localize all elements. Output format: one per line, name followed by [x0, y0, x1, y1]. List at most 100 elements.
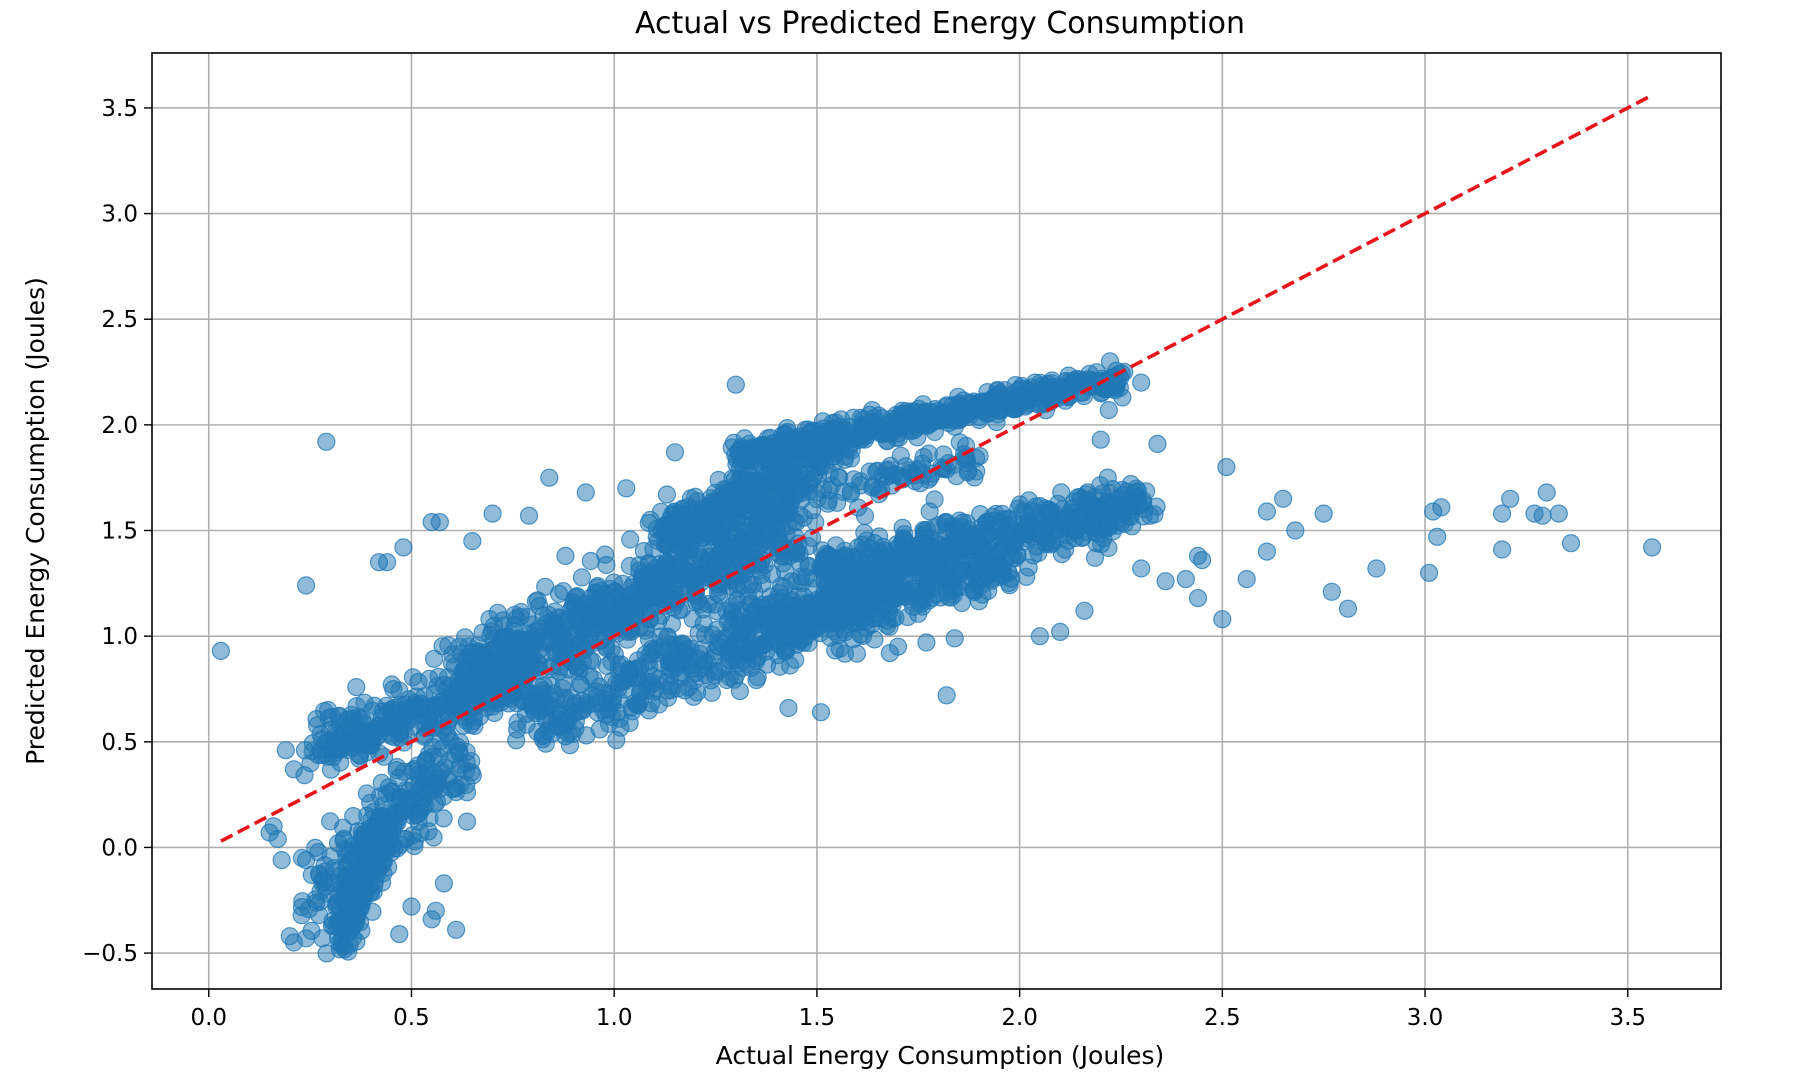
data-point	[737, 624, 757, 643]
y-axis-label: Predicted Energy Consumption (Joules)	[21, 277, 50, 765]
data-point	[965, 581, 984, 600]
data-point	[1099, 401, 1118, 420]
data-point	[447, 920, 466, 939]
data-point	[268, 829, 287, 849]
data-point	[762, 565, 782, 584]
data-point	[801, 434, 820, 453]
data-point	[1257, 502, 1277, 521]
data-point	[609, 679, 628, 698]
data-point	[1010, 495, 1030, 514]
data-point	[1419, 563, 1439, 582]
data-point	[353, 709, 372, 729]
data-point	[789, 603, 808, 622]
data-point	[710, 495, 729, 514]
data-point	[887, 556, 906, 575]
data-point	[936, 513, 955, 532]
data-point	[366, 723, 385, 742]
data-point	[1533, 506, 1552, 525]
data-point	[516, 659, 536, 678]
data-point	[425, 649, 444, 668]
data-point	[1273, 489, 1293, 508]
data-point	[323, 707, 342, 726]
data-point	[540, 468, 559, 487]
data-point	[1217, 458, 1236, 477]
data-point	[818, 590, 837, 609]
data-point	[284, 760, 303, 779]
data-point	[1176, 569, 1195, 589]
data-point	[597, 555, 616, 575]
data-point	[786, 650, 805, 669]
data-point	[819, 546, 838, 565]
data-point	[402, 897, 421, 916]
x-tick-label: 0.5	[393, 1005, 430, 1031]
data-point	[795, 479, 814, 499]
data-point	[702, 683, 722, 702]
data-point	[390, 924, 409, 944]
data-point	[1107, 375, 1127, 394]
data-point	[888, 637, 908, 656]
data-point	[757, 655, 777, 674]
data-point	[947, 467, 966, 486]
data-point	[312, 730, 332, 749]
data-point	[950, 433, 969, 452]
data-point	[878, 460, 898, 479]
data-point	[1314, 504, 1333, 523]
data-point	[1257, 542, 1277, 561]
data-point	[886, 608, 905, 627]
data-point	[377, 784, 396, 803]
data-point	[718, 643, 738, 662]
y-tick-label: 3.5	[101, 96, 138, 122]
data-point	[451, 733, 470, 752]
data-point	[1156, 572, 1175, 591]
data-point	[787, 635, 807, 654]
data-point	[1537, 483, 1556, 502]
data-point	[953, 513, 973, 532]
data-point	[511, 602, 531, 622]
data-point	[757, 610, 776, 629]
data-point	[624, 598, 644, 617]
data-point	[777, 419, 797, 438]
data-point	[295, 741, 314, 760]
data-point	[583, 608, 602, 627]
data-point	[1100, 500, 1120, 519]
data-point	[1067, 520, 1086, 539]
data-point	[1642, 538, 1662, 557]
data-point	[446, 779, 465, 798]
data-point	[566, 694, 585, 713]
data-point	[871, 582, 890, 602]
x-axis-label: Actual Energy Consumption (Joules)	[716, 1041, 1165, 1070]
data-point	[297, 576, 316, 595]
data-point	[765, 481, 784, 501]
data-point	[405, 836, 424, 856]
data-point	[434, 809, 453, 828]
data-point	[873, 537, 893, 557]
data-point	[1118, 500, 1137, 519]
data-point	[461, 674, 480, 694]
data-point	[699, 594, 718, 614]
y-tick-label: 1.5	[101, 519, 138, 545]
data-point	[347, 677, 366, 697]
data-point	[536, 577, 555, 596]
x-tick-label: 2.0	[1001, 1005, 1038, 1031]
data-point	[971, 504, 990, 524]
data-point	[348, 865, 367, 884]
data-point	[865, 630, 884, 649]
data-point	[430, 512, 449, 532]
data-point	[572, 568, 592, 587]
data-point	[611, 718, 630, 737]
data-point	[1121, 475, 1141, 494]
data-point	[346, 731, 365, 750]
data-point	[856, 561, 875, 580]
data-point	[689, 623, 708, 643]
data-point	[577, 726, 596, 745]
x-tick-label: 3.5	[1609, 1005, 1646, 1031]
data-point	[599, 700, 618, 720]
data-point	[556, 546, 575, 566]
data-point	[366, 818, 385, 837]
data-point	[536, 734, 555, 753]
data-point	[374, 852, 393, 871]
data-point	[321, 812, 340, 831]
data-point	[395, 762, 414, 781]
data-point	[361, 883, 380, 903]
